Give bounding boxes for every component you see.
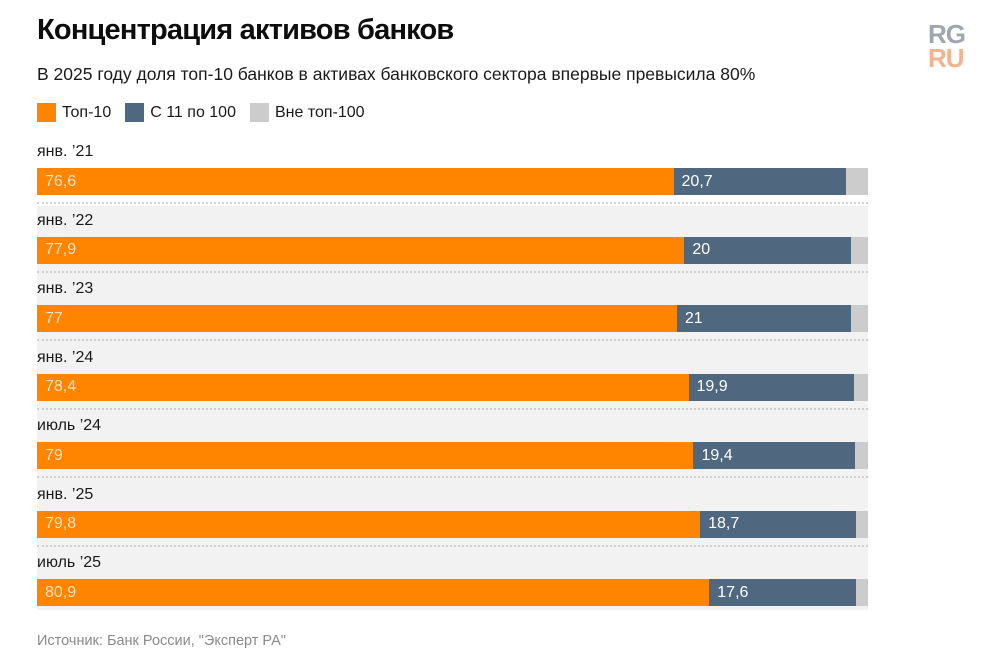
- stacked-bar: 78,4 19,9: [37, 373, 868, 401]
- bar-segment-top10: 79,8: [37, 510, 701, 538]
- row-separator: [37, 202, 868, 204]
- bar-segment-rest: [851, 305, 868, 332]
- source-note: Источник: Банк России, "Эксперт РА": [37, 633, 286, 649]
- bar-segment-mid: 18,7: [700, 510, 856, 538]
- bar-segment-top10: 78,4: [37, 373, 689, 401]
- bar-segment-mid: 19,9: [688, 373, 854, 401]
- row-label: янв. ’22: [37, 211, 94, 229]
- bar-segment-rest: [845, 168, 868, 195]
- legend-label-top10: Топ-10: [62, 103, 112, 121]
- data-label: 76,6: [45, 172, 77, 190]
- bar-segment-mid: 19,4: [693, 442, 855, 469]
- logo-ru-text: RU: [928, 43, 965, 73]
- row-label: янв. ’21: [37, 143, 94, 160]
- bar-segment-top10: 77,9: [37, 236, 685, 264]
- bar-segment-mid: 20: [684, 236, 851, 264]
- data-label: 21: [684, 309, 703, 327]
- row-label: июль ’25: [37, 554, 102, 571]
- stacked-bar: 77 21: [37, 305, 868, 332]
- legend-label-11-100: С 11 по 100: [150, 103, 236, 121]
- bar-segment-rest: [855, 510, 868, 538]
- bar-segment-top10: 79: [37, 442, 694, 469]
- row-separator: [37, 407, 868, 410]
- legend: Топ-10 С 11 по 100 Вне топ-100: [37, 103, 379, 122]
- data-label: 20: [692, 241, 711, 258]
- data-label: 19,4: [701, 446, 733, 464]
- data-label: 80,9: [45, 583, 77, 601]
- data-label: 79: [45, 446, 63, 464]
- row-label: янв. ’23: [37, 280, 94, 297]
- legend-swatch-11-100: [125, 103, 145, 122]
- legend-swatch-top10: [37, 103, 56, 122]
- stacked-bar: 76,6 20,7: [37, 168, 868, 195]
- data-label: 19,9: [696, 378, 728, 395]
- bar-segment-rest: [855, 579, 868, 606]
- row-separator: [37, 339, 868, 341]
- bar-segment-mid: 21: [676, 305, 852, 332]
- data-label: 77: [45, 309, 63, 327]
- stacked-bar: 79 19,4: [37, 442, 868, 469]
- bar-segment-mid: 20,7: [673, 168, 846, 195]
- legend-item-11-100: С 11 по 100: [125, 103, 236, 122]
- row-label: янв. ’25: [37, 485, 94, 503]
- row-separator: [37, 476, 868, 478]
- bar-segment-top10: 80,9: [37, 579, 710, 606]
- bar-segment-mid: 17,6: [709, 579, 856, 606]
- chart-title: Концентрация активов банков: [37, 14, 454, 46]
- bar-segment-top10: 76,6: [37, 168, 674, 195]
- data-label: 79,8: [45, 515, 77, 532]
- chart-subtitle: В 2025 году доля топ-10 банков в активах…: [37, 64, 756, 84]
- stacked-bar: 77,9 20: [37, 236, 868, 264]
- stacked-bar: 80,9 17,6: [37, 579, 868, 606]
- legend-item-top10: Топ-10: [37, 103, 111, 122]
- legend-label-outside-100: Вне топ-100: [274, 103, 365, 121]
- data-label: 78,4: [45, 378, 77, 395]
- data-label: 77,9: [45, 241, 77, 258]
- legend-swatch-outside-100: [249, 103, 269, 122]
- bar-segment-rest: [850, 236, 868, 264]
- bar-segment-top10: 77: [37, 305, 677, 332]
- row-separator: [37, 544, 868, 547]
- stacked-bar: 79,8 18,7: [37, 510, 868, 538]
- row-separator: [37, 270, 868, 273]
- row-label: янв. ’24: [37, 348, 94, 366]
- bar-segment-rest: [854, 442, 868, 469]
- data-label: 17,6: [717, 583, 749, 601]
- bar-segment-rest: [853, 373, 868, 401]
- logo-rg-text: RG: [928, 19, 966, 49]
- data-label: 18,7: [708, 515, 740, 532]
- legend-item-outside-100: Вне топ-100: [249, 103, 365, 122]
- row-label: июль ’24: [37, 417, 102, 434]
- rg-ru-logo: RG RU: [928, 19, 966, 73]
- data-label: 20,7: [681, 172, 713, 190]
